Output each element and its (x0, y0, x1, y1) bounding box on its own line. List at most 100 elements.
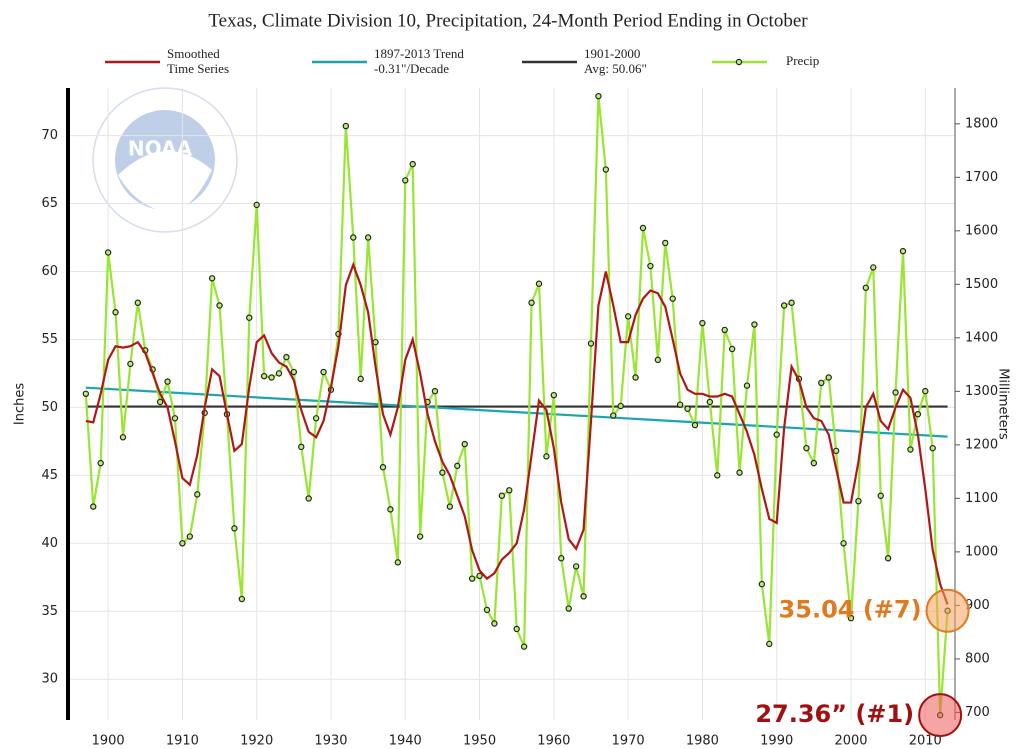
highlight-circle (918, 693, 963, 738)
data-point (639, 224, 647, 232)
y-tick-label: 30 (41, 672, 58, 687)
y-tick-label: 55 (41, 332, 58, 347)
y2-tick-label: 1800 (965, 116, 998, 131)
y2-tick-label: 1300 (965, 384, 998, 399)
x-tick-label: 1930 (314, 734, 347, 749)
highlight-circle (925, 588, 970, 633)
data-point (884, 555, 892, 562)
data-point (476, 572, 483, 580)
data-point (97, 459, 104, 467)
y-tick-label: 70 (41, 128, 58, 143)
data-point (379, 464, 387, 471)
data-point (268, 374, 275, 381)
data-point (558, 555, 565, 562)
y-tick-label: 65 (41, 196, 58, 211)
data-point (483, 606, 491, 614)
data-point (907, 446, 914, 453)
legend-label: Time Series (167, 61, 229, 76)
data-point (662, 239, 669, 247)
data-point (810, 459, 818, 467)
data-point (186, 533, 194, 540)
data-point (691, 421, 699, 429)
x-tick-label: 1990 (760, 734, 793, 749)
data-point (260, 372, 268, 380)
data-point (372, 338, 379, 346)
data-point (595, 92, 602, 100)
y2-tick-label: 1500 (965, 277, 998, 292)
data-point (283, 353, 290, 361)
chart-title: Texas, Climate Division 10, Precipitatio… (208, 10, 808, 31)
data-point (535, 280, 543, 287)
x-tick-label: 1950 (463, 734, 496, 749)
data-point (684, 405, 691, 412)
data-point (134, 299, 142, 306)
annotation: 35.04 (#7) (779, 596, 922, 624)
data-point (877, 492, 884, 499)
data-point (714, 472, 721, 479)
y-tick-label: 50 (41, 400, 58, 415)
data-point (238, 595, 246, 603)
data-point (298, 443, 305, 451)
y2-tick-label: 800 (965, 651, 990, 666)
data-point (231, 525, 238, 532)
legend-label: Smoothed (167, 46, 220, 61)
data-point (929, 444, 936, 452)
y2-axis-label: Millimeters (996, 368, 1011, 440)
data-point (840, 540, 847, 547)
data-point (164, 378, 171, 385)
data-point (104, 249, 112, 256)
x-tick-label: 1910 (166, 734, 199, 749)
data-point (506, 487, 513, 494)
data-point (156, 398, 164, 406)
data-point (610, 412, 617, 419)
annotation: 27.36” (#1) (755, 700, 914, 728)
data-point (216, 302, 223, 309)
data-point (364, 234, 372, 241)
data-point (899, 247, 907, 255)
x-tick-label: 1970 (612, 734, 645, 749)
data-point (773, 431, 780, 438)
data-point (751, 321, 758, 328)
x-tick-label: 1960 (537, 734, 570, 749)
legend-label: 1897-2013 Trend (374, 46, 464, 61)
data-point (305, 495, 312, 502)
data-point (342, 122, 350, 130)
x-tick-label: 2000 (834, 734, 867, 749)
data-point (461, 440, 468, 448)
logo-bird (118, 151, 212, 213)
data-point (513, 625, 520, 633)
data-point (624, 313, 632, 320)
y-tick-label: 45 (41, 468, 58, 483)
data-point (416, 533, 424, 540)
x-tick-label: 1900 (92, 734, 125, 749)
data-point (825, 374, 832, 381)
data-point (780, 302, 788, 309)
y2-tick-label: 700 (965, 705, 990, 720)
x-tick-label: 1920 (240, 734, 273, 749)
data-point (90, 503, 97, 510)
y-tick-label: 40 (41, 536, 58, 551)
data-point (550, 391, 558, 399)
legend-note: -0.31"/Decade (374, 61, 449, 76)
x-tick-label: 2010 (909, 734, 942, 749)
legend-label: 1901-2000 (584, 46, 640, 61)
data-point (357, 375, 364, 383)
data-point (82, 390, 90, 398)
series-line (85, 261, 949, 605)
y2-tick-label: 900 (965, 598, 990, 613)
y2-tick-label: 1700 (965, 170, 998, 185)
data-point (654, 356, 662, 364)
data-point (208, 275, 216, 282)
data-point (617, 402, 624, 410)
data-point (409, 160, 416, 168)
data-point (439, 469, 446, 476)
y2-tick-label: 1100 (965, 491, 998, 506)
data-point (179, 540, 186, 547)
data-point (446, 503, 454, 510)
y2-tick-label: 1400 (965, 330, 998, 345)
data-point (431, 387, 439, 395)
data-point (498, 492, 506, 499)
data-point (728, 345, 736, 353)
data-point (320, 368, 327, 376)
